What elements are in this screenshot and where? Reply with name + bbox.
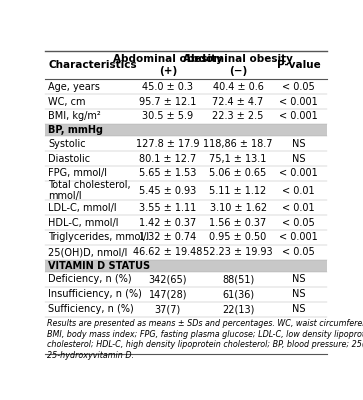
Text: 3.55 ± 1.11: 3.55 ± 1.11 xyxy=(139,202,196,212)
Bar xyxy=(45,272,327,287)
Text: NS: NS xyxy=(292,138,305,148)
Text: 72.4 ± 4.7: 72.4 ± 4.7 xyxy=(212,96,264,106)
Text: < 0.001: < 0.001 xyxy=(279,96,318,106)
Text: 88(51): 88(51) xyxy=(222,274,254,284)
Text: Abdominal obesity
(+): Abdominal obesity (+) xyxy=(113,54,223,76)
Text: < 0.001: < 0.001 xyxy=(279,168,318,178)
Text: 5.11 ± 1.12: 5.11 ± 1.12 xyxy=(209,186,267,196)
Bar xyxy=(45,287,327,302)
Text: NS: NS xyxy=(292,290,305,300)
Text: 127.8 ± 17.9: 127.8 ± 17.9 xyxy=(136,138,200,148)
Text: Diastolic: Diastolic xyxy=(48,154,90,164)
Text: Total cholesterol,
mmol/l: Total cholesterol, mmol/l xyxy=(48,180,131,201)
Bar xyxy=(45,200,327,215)
Text: 5.45 ± 0.93: 5.45 ± 0.93 xyxy=(139,186,196,196)
Text: 30.5 ± 5.9: 30.5 ± 5.9 xyxy=(142,112,193,122)
Text: 342(65): 342(65) xyxy=(148,274,187,284)
Text: < 0.001: < 0.001 xyxy=(279,232,318,242)
Bar xyxy=(45,166,327,181)
Text: 25(OH)D, nmol/l: 25(OH)D, nmol/l xyxy=(48,248,127,258)
Text: VITAMIN D STATUS: VITAMIN D STATUS xyxy=(48,261,150,271)
Text: 5.65 ± 1.53: 5.65 ± 1.53 xyxy=(139,168,196,178)
Bar xyxy=(45,245,327,260)
Text: < 0.05: < 0.05 xyxy=(282,218,315,228)
Text: 118,86 ± 18.7: 118,86 ± 18.7 xyxy=(203,138,273,148)
Text: < 0.05: < 0.05 xyxy=(282,82,315,92)
Text: < 0.01: < 0.01 xyxy=(282,186,315,196)
Text: 1.32 ± 0.74: 1.32 ± 0.74 xyxy=(139,232,196,242)
Text: 37(7): 37(7) xyxy=(155,304,181,314)
Text: NS: NS xyxy=(292,274,305,284)
Bar xyxy=(45,230,327,245)
Text: LDL-C, mmol/l: LDL-C, mmol/l xyxy=(48,202,117,212)
Text: 0.95 ± 0.50: 0.95 ± 0.50 xyxy=(209,232,267,242)
Text: Sufficiency, n (%): Sufficiency, n (%) xyxy=(48,304,134,314)
Text: 147(28): 147(28) xyxy=(148,290,187,300)
Text: 1.56 ± 0.37: 1.56 ± 0.37 xyxy=(209,218,267,228)
Bar xyxy=(45,260,327,272)
Bar xyxy=(45,317,327,354)
Text: NS: NS xyxy=(292,154,305,164)
Text: < 0.05: < 0.05 xyxy=(282,248,315,258)
Text: 5.06 ± 0.65: 5.06 ± 0.65 xyxy=(209,168,267,178)
Bar xyxy=(45,51,327,79)
Text: 80.1 ± 12.7: 80.1 ± 12.7 xyxy=(139,154,196,164)
Text: 3.10 ± 1.62: 3.10 ± 1.62 xyxy=(209,202,267,212)
Text: 52.23 ± 19.93: 52.23 ± 19.93 xyxy=(203,248,273,258)
Text: BP, mmHg: BP, mmHg xyxy=(48,125,103,135)
Text: 1.42 ± 0.37: 1.42 ± 0.37 xyxy=(139,218,196,228)
Text: 45.0 ± 0.3: 45.0 ± 0.3 xyxy=(142,82,193,92)
Text: 95.7 ± 12.1: 95.7 ± 12.1 xyxy=(139,96,196,106)
Bar xyxy=(45,302,327,317)
Bar xyxy=(45,151,327,166)
Bar xyxy=(45,109,327,124)
Text: 75,1 ± 13.1: 75,1 ± 13.1 xyxy=(209,154,267,164)
Text: Age, years: Age, years xyxy=(48,82,100,92)
Text: HDL-C, mmol/l: HDL-C, mmol/l xyxy=(48,218,119,228)
Bar xyxy=(45,94,327,109)
Text: BMI, kg/m²: BMI, kg/m² xyxy=(48,112,101,122)
Text: WC, cm: WC, cm xyxy=(48,96,86,106)
Text: Results are presented as means ± SDs and percentages. WC, waist circumference;
B: Results are presented as means ± SDs and… xyxy=(47,319,363,360)
Text: < 0.01: < 0.01 xyxy=(282,202,315,212)
Text: Systolic: Systolic xyxy=(48,138,86,148)
Text: Characteristics: Characteristics xyxy=(48,60,137,70)
Bar xyxy=(45,124,327,136)
Bar xyxy=(45,79,327,94)
Text: 40.4 ± 0.6: 40.4 ± 0.6 xyxy=(213,82,264,92)
Text: NS: NS xyxy=(292,304,305,314)
Text: 61(36): 61(36) xyxy=(222,290,254,300)
Text: 22(13): 22(13) xyxy=(222,304,254,314)
Text: < 0.001: < 0.001 xyxy=(279,112,318,122)
Text: Abdominal obesity
(−): Abdominal obesity (−) xyxy=(183,54,293,76)
Bar xyxy=(45,136,327,151)
Text: Triglycerides, mmol/l: Triglycerides, mmol/l xyxy=(48,232,149,242)
Text: Insufficiency, n (%): Insufficiency, n (%) xyxy=(48,290,142,300)
Text: 46.62 ± 19.48: 46.62 ± 19.48 xyxy=(133,248,203,258)
Bar xyxy=(45,215,327,230)
Bar xyxy=(45,181,327,200)
Text: Deficiency, n (%): Deficiency, n (%) xyxy=(48,274,132,284)
Text: P-value: P-value xyxy=(277,60,321,70)
Text: 22.3 ± 2.5: 22.3 ± 2.5 xyxy=(212,112,264,122)
Text: FPG, mmol/l: FPG, mmol/l xyxy=(48,168,107,178)
